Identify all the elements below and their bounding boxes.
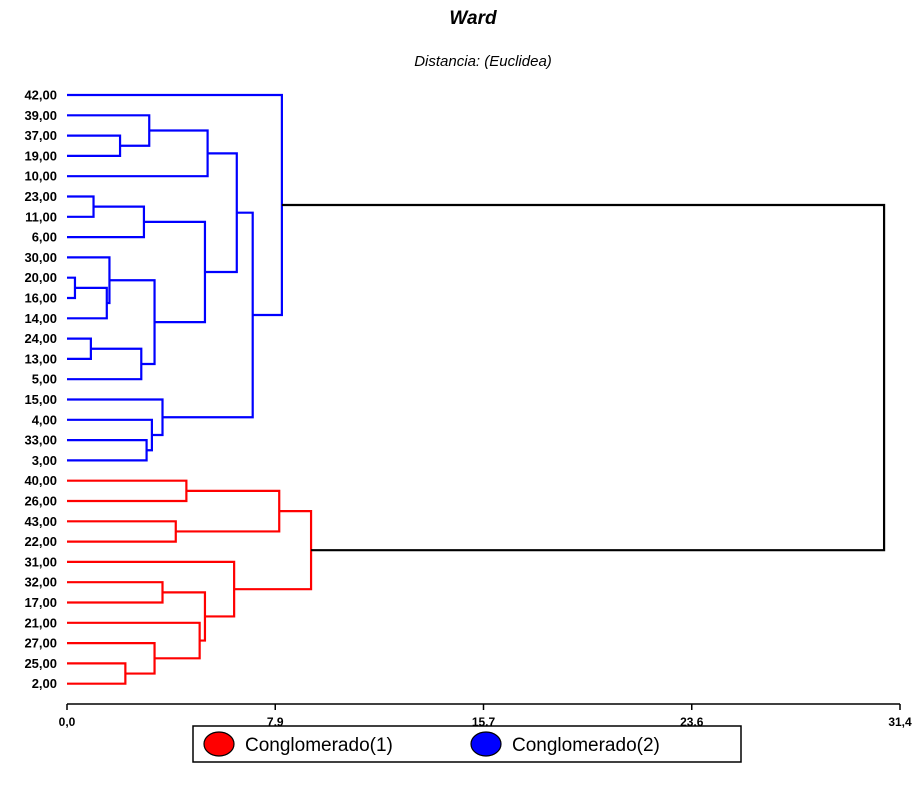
leaf-label: 40,00 [24, 473, 57, 488]
dendrogram-link [67, 337, 92, 360]
leaf-label: 24,00 [24, 331, 57, 346]
dendrogram-link [234, 510, 313, 591]
leaf-label: 17,00 [24, 595, 57, 610]
leaf-label: 22,00 [24, 534, 57, 549]
dendrogram-link [67, 520, 177, 543]
dendrogram-link [175, 489, 281, 533]
leaf-label: 10,00 [24, 169, 57, 184]
legend-box [192, 725, 742, 763]
dendrogram-link [67, 581, 164, 604]
dendrogram-link [143, 220, 207, 324]
leaf-label: 31,00 [24, 554, 57, 569]
dendrogram-link [67, 479, 188, 503]
dendrogram-link [281, 203, 886, 552]
legend: Conglomerado(1) Conglomerado(2) [192, 725, 742, 763]
leaf-label: 32,00 [24, 575, 57, 590]
leaf-label: 23,00 [24, 189, 57, 204]
leaf-label: 39,00 [24, 108, 57, 123]
chart-title: Ward [449, 8, 497, 29]
dendrogram-link [67, 621, 201, 660]
legend-label-cluster-1: Conglomerado(1) [245, 735, 393, 756]
leaf-label: 42,00 [24, 88, 57, 103]
leaf-label: 19,00 [24, 148, 57, 163]
leaf-label: 37,00 [24, 128, 57, 143]
leaf-label: 2,00 [32, 676, 57, 691]
leaf-label: 26,00 [24, 494, 57, 509]
leaf-label: 27,00 [24, 636, 57, 651]
dendrogram-link [67, 286, 108, 320]
leaf-label: 15,00 [24, 392, 57, 407]
dendrogram-link [67, 129, 209, 178]
leaf-label: 4,00 [32, 412, 57, 427]
dendrogram-link [109, 279, 156, 366]
leaf-label: 33,00 [24, 433, 57, 448]
legend-marker-cluster-1 [203, 731, 235, 757]
leaf-label: 25,00 [24, 656, 57, 671]
leaf-label: 20,00 [24, 270, 57, 285]
leaf-label: 43,00 [24, 514, 57, 529]
leaf-labels: 42,00 39,00 37,00 19,00 10,00 23,00 11,00 6,00 3… [24, 88, 57, 692]
dendrogram-link [67, 93, 283, 317]
leaf-label: 5,00 [32, 372, 57, 387]
dendrogram-link [67, 560, 236, 618]
dendrogram-link [162, 211, 254, 419]
dendrogram-link [67, 195, 95, 218]
leaf-label: 11,00 [25, 209, 57, 224]
dendrogram-link [67, 256, 111, 305]
legend-label-cluster-2: Conglomerado(2) [512, 735, 660, 756]
leaf-label: 13,00 [24, 351, 57, 366]
legend-marker-cluster-2 [470, 731, 502, 757]
dendrogram-link [67, 439, 148, 462]
dendrogram-link [67, 398, 164, 437]
leaf-label: 21,00 [24, 615, 57, 630]
leaf-label: 6,00 [32, 230, 57, 245]
dendrogram-link [67, 114, 151, 147]
dendrogram-link [67, 347, 143, 381]
leaf-label: 30,00 [24, 250, 57, 265]
leaf-label: 3,00 [32, 453, 57, 468]
x-tick-label: 31,4 [888, 715, 912, 729]
dendrogram-link [67, 662, 127, 685]
dendrogram-link [67, 276, 77, 300]
dendrogram-link [67, 418, 153, 452]
dendrogram-tree [67, 93, 886, 685]
dendrogram-link [67, 134, 122, 157]
dendrogram-link [204, 152, 238, 274]
dendrogram-link [67, 641, 156, 675]
x-tick-label: 0,0 [59, 715, 76, 729]
chart-subtitle: Distancia: (Euclidea) [414, 53, 552, 70]
leaf-label: 14,00 [24, 311, 57, 326]
dendrogram-link [67, 205, 146, 239]
leaf-label: 16,00 [24, 291, 57, 306]
